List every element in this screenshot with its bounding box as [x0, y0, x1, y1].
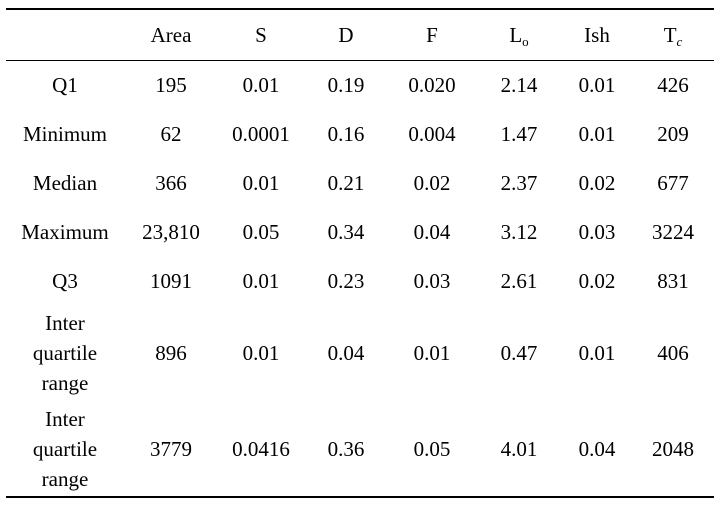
column-header-label: Ish	[584, 22, 610, 47]
table-cell: 366	[155, 170, 187, 195]
table-cell: 0.0001	[232, 121, 290, 146]
table-cell: 0.03	[413, 268, 451, 293]
column-header: Area	[124, 8, 218, 61]
table-cell: 4.01	[476, 401, 562, 498]
table-row: Median 366 0.01 0.21 0.02 2.37 0.02 677	[6, 158, 714, 207]
table-cell: 0.02	[578, 170, 616, 195]
table-cell: 0.01	[242, 268, 280, 293]
table-row: Q1 195 0.01 0.19 0.020 2.14 0.01 426	[6, 60, 714, 109]
table-cell: 3.12	[500, 219, 538, 244]
row-label-line: Q3	[52, 268, 78, 293]
row-label: Inter quartile range	[6, 305, 124, 401]
row-label: Minimum	[6, 109, 124, 158]
table-cell: 23,810	[142, 219, 200, 244]
column-header-label: T	[663, 22, 677, 47]
table-cell: 0.01	[413, 341, 451, 365]
table-cell: 2.61	[500, 268, 538, 293]
table-cell: 0.01	[578, 121, 616, 146]
row-label-line: range	[41, 371, 89, 395]
table-header: Area S D F Lo Ish Tc	[6, 8, 714, 61]
column-header-label: L	[509, 22, 523, 47]
column-header: D	[304, 8, 388, 61]
table-cell: 677	[657, 170, 689, 195]
table-cell: 0.36	[304, 401, 388, 498]
table-cell: 896	[155, 341, 187, 365]
table-cell: 3224	[652, 219, 694, 244]
header-row: Area S D F Lo Ish Tc	[6, 8, 714, 61]
column-header: F	[388, 8, 476, 61]
table-cell: 1.47	[500, 121, 538, 146]
row-label-line: Minimum	[22, 121, 107, 146]
table-cell: 0.04	[562, 401, 632, 498]
table-cell: 0.01	[578, 341, 616, 365]
table-cell: 426	[657, 72, 689, 97]
table-cell: 0.05	[388, 401, 476, 498]
row-label-line: Inter	[45, 311, 85, 335]
table-cell: 0.16	[327, 121, 365, 146]
table-cell: 0.02	[578, 268, 616, 293]
table-cell: 0.21	[327, 170, 365, 195]
row-label: Inter quartile range	[6, 401, 124, 498]
column-header-label: Area	[150, 22, 192, 47]
table-cell: 0.01	[242, 170, 280, 195]
table-row: Maximum 23,810 0.05 0.34 0.04 3.12 0.03 3224	[6, 207, 714, 256]
table-cell: 209	[657, 121, 689, 146]
table-cell: 0.01	[242, 341, 280, 365]
table-cell: 0.02	[413, 170, 451, 195]
row-label-line: Q1	[52, 72, 78, 97]
row-label-line: quartile	[32, 436, 98, 461]
row-label: Median	[6, 158, 124, 207]
table-cell: 831	[657, 268, 689, 293]
table-cell: 406	[657, 341, 689, 365]
column-header: S	[218, 8, 304, 61]
table-row: Inter quartile range 896 0.01 0.04 0.01 0.47 0.0…	[6, 305, 714, 401]
table-cell: 0.01	[242, 72, 280, 97]
column-header: Ish	[562, 8, 632, 61]
column-header-subscript: c	[676, 33, 683, 49]
table-cell: 195	[155, 72, 187, 97]
row-label-line: Median	[32, 170, 98, 195]
row-label-line: Inter	[45, 406, 85, 431]
table-cell: 62	[160, 121, 182, 146]
column-header: Tc	[632, 8, 714, 61]
table-cell: 0.04	[327, 341, 365, 365]
table-row: Inter quartile range 3779 0.0416 0.36 0.05 4.01…	[6, 401, 714, 498]
column-header-subscript: o	[522, 33, 529, 49]
table-cell: 0.01	[578, 72, 616, 97]
table-cell: 0.47	[500, 341, 538, 365]
table-cell: 0.03	[578, 219, 616, 244]
row-label-line: quartile	[32, 341, 98, 365]
row-label: Q1	[6, 60, 124, 109]
column-header-label: F	[426, 22, 438, 47]
row-label: Maximum	[6, 207, 124, 256]
table-cell: 0.04	[413, 219, 451, 244]
table-body: Q1 195 0.01 0.19 0.020 2.14 0.01 426 Minimum 62 0.…	[6, 60, 714, 498]
table-cell: 0.020	[408, 72, 456, 97]
table-cell: 0.23	[327, 268, 365, 293]
table-cell: 0.34	[327, 219, 365, 244]
table-cell: 2.37	[500, 170, 538, 195]
column-header-label: S	[255, 22, 267, 47]
table-cell: 2048	[632, 401, 714, 498]
table-cell: 3779	[124, 401, 218, 498]
table-cell: 0.19	[327, 72, 365, 97]
column-header-label: D	[338, 22, 354, 47]
header-cell-blank	[6, 8, 124, 61]
table-cell: 0.05	[242, 219, 280, 244]
table-cell: 1091	[150, 268, 192, 293]
table-cell: 2.14	[500, 72, 538, 97]
row-label-line: range	[41, 466, 89, 491]
column-header: Lo	[476, 8, 562, 61]
row-label-line: Maximum	[21, 219, 109, 244]
table-cell: 0.004	[408, 121, 456, 146]
statistics-table: Area S D F Lo Ish Tc Q1 195 0.01 0.19 0.020 2.14 0.0…	[6, 8, 714, 498]
row-label: Q3	[6, 256, 124, 305]
table-cell: 0.0416	[218, 401, 304, 498]
table-row: Q3 1091 0.01 0.23 0.03 2.61 0.02 831	[6, 256, 714, 305]
table-row: Minimum 62 0.0001 0.16 0.004 1.47 0.01 209	[6, 109, 714, 158]
